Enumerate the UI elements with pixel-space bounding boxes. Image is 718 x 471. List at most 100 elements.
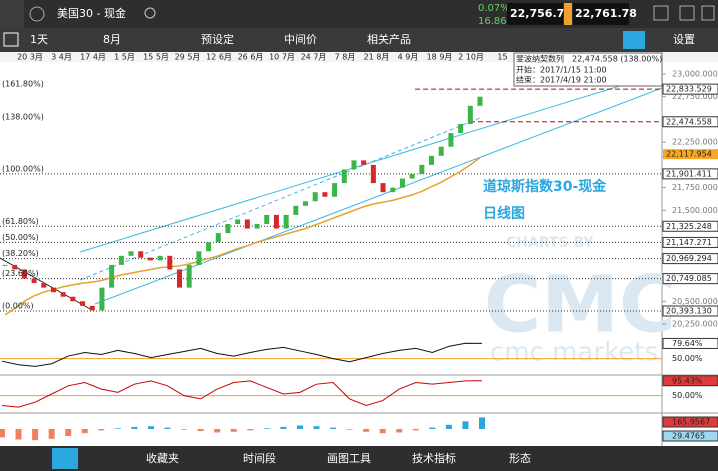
price-type[interactable]: 中间价 bbox=[284, 33, 317, 46]
candle bbox=[157, 255, 163, 261]
interval[interactable]: 1天 bbox=[30, 33, 48, 46]
candle bbox=[399, 178, 405, 188]
price-label: 22,474.558 bbox=[666, 117, 712, 126]
range[interactable]: 8月 bbox=[103, 33, 121, 46]
value-label: 165.9567 bbox=[672, 418, 710, 427]
macd-bar bbox=[0, 429, 5, 438]
candle bbox=[109, 264, 115, 288]
candle bbox=[118, 255, 124, 265]
price-tick-label: 21,500.000 bbox=[672, 206, 718, 215]
menu-button[interactable] bbox=[0, 0, 24, 28]
candle bbox=[351, 160, 357, 170]
date-label: 20 3月 bbox=[17, 53, 43, 62]
indicators[interactable]: 技术指标 bbox=[412, 451, 456, 465]
macd-bar bbox=[346, 429, 353, 430]
stoch-line bbox=[1, 380, 483, 408]
price-box bbox=[662, 273, 718, 285]
back-button[interactable] bbox=[29, 6, 45, 22]
candle bbox=[273, 214, 279, 229]
candle bbox=[477, 96, 483, 106]
price-label: 20,969.294 bbox=[666, 254, 712, 263]
macd-bar bbox=[330, 427, 337, 429]
channel-line bbox=[79, 72, 662, 253]
tooltip bbox=[513, 52, 663, 87]
buy-box[interactable] bbox=[573, 3, 629, 25]
price-box bbox=[662, 236, 718, 248]
value-label: 95.43% bbox=[672, 376, 703, 385]
fib-label: (0.00%) bbox=[2, 301, 34, 310]
macd-bar bbox=[280, 426, 287, 429]
date-label: 12 6月 bbox=[206, 53, 232, 62]
date-label: 29 5月 bbox=[175, 53, 201, 62]
candle bbox=[215, 233, 221, 243]
macd-bar bbox=[445, 424, 452, 429]
candle bbox=[293, 205, 299, 215]
fib-label: (100.00%) bbox=[2, 164, 44, 173]
macd-bar bbox=[147, 426, 154, 429]
candle bbox=[89, 305, 95, 311]
window-button[interactable] bbox=[653, 5, 669, 21]
watermark: CHARTS BY bbox=[506, 235, 594, 251]
watermark-logo: CMC bbox=[484, 260, 676, 350]
candle bbox=[409, 174, 415, 179]
draw-tool-active[interactable] bbox=[623, 31, 645, 49]
candle bbox=[12, 264, 18, 270]
macd-bar bbox=[131, 426, 138, 429]
price-label: 21,147.271 bbox=[666, 238, 712, 247]
candle bbox=[244, 219, 250, 229]
drawing-tools[interactable]: 画图工具 bbox=[327, 452, 371, 465]
price-tick-label: 20,500.000 bbox=[672, 297, 718, 306]
price-tick-label: 22,250.000 bbox=[672, 138, 718, 147]
macd-bar bbox=[181, 429, 188, 430]
date-label: 18 9月 bbox=[427, 53, 453, 62]
candle bbox=[419, 164, 425, 174]
macd-bar bbox=[15, 429, 22, 440]
price-box bbox=[662, 116, 718, 128]
macd-bar bbox=[263, 428, 270, 429]
macd-bar bbox=[412, 429, 419, 431]
bottom-bar bbox=[0, 446, 718, 471]
close-button[interactable] bbox=[701, 5, 715, 21]
candle bbox=[176, 269, 182, 288]
date-label: 4 9月 bbox=[398, 53, 419, 62]
sell-box[interactable] bbox=[507, 3, 563, 25]
preset[interactable]: 预设定 bbox=[201, 32, 234, 46]
macd-bar bbox=[81, 429, 88, 434]
settings[interactable]: 设置 bbox=[673, 33, 695, 46]
panel-icon[interactable] bbox=[3, 32, 19, 47]
macd-bar bbox=[379, 429, 386, 434]
candle bbox=[70, 296, 76, 302]
mid-label: 50.00% bbox=[672, 391, 703, 400]
price-label: 21,325.248 bbox=[666, 222, 712, 231]
expand-button[interactable] bbox=[679, 5, 695, 21]
search-icon[interactable] bbox=[144, 7, 156, 19]
spread bbox=[564, 3, 572, 25]
symbol: 美国30 - 现金 bbox=[57, 6, 126, 20]
patterns[interactable]: 形态 bbox=[509, 452, 531, 465]
price-tick-label: 21,750.000 bbox=[672, 183, 718, 192]
favorites[interactable]: 收藏夹 bbox=[146, 451, 179, 465]
fib-label: (138.00%) bbox=[2, 112, 44, 121]
date-label: 10 7月 bbox=[269, 53, 295, 62]
price-tick-label: 22,750.000 bbox=[672, 92, 718, 101]
tooltip-start: 开始：2017/1/15 11:00 bbox=[516, 65, 607, 75]
tooltip-title: 斐波纳契数列 bbox=[516, 54, 564, 64]
macd-bar bbox=[65, 429, 72, 436]
candle bbox=[264, 214, 270, 224]
price-label: 21,901.411 bbox=[666, 169, 712, 178]
candle bbox=[167, 255, 173, 270]
sell-price: 22,756.78 bbox=[510, 7, 572, 20]
macd-bar bbox=[462, 421, 469, 429]
candle bbox=[283, 214, 289, 229]
related[interactable]: 相关产品 bbox=[367, 32, 411, 46]
candle bbox=[390, 187, 396, 193]
fib-label: (61.80%) bbox=[2, 217, 39, 226]
pen-tool[interactable] bbox=[52, 448, 78, 469]
candle bbox=[341, 169, 347, 184]
period[interactable]: 时间段 bbox=[243, 451, 276, 465]
candle bbox=[41, 283, 47, 288]
candle bbox=[31, 278, 37, 284]
macd-bar bbox=[363, 429, 370, 432]
macd-bar bbox=[396, 429, 403, 433]
